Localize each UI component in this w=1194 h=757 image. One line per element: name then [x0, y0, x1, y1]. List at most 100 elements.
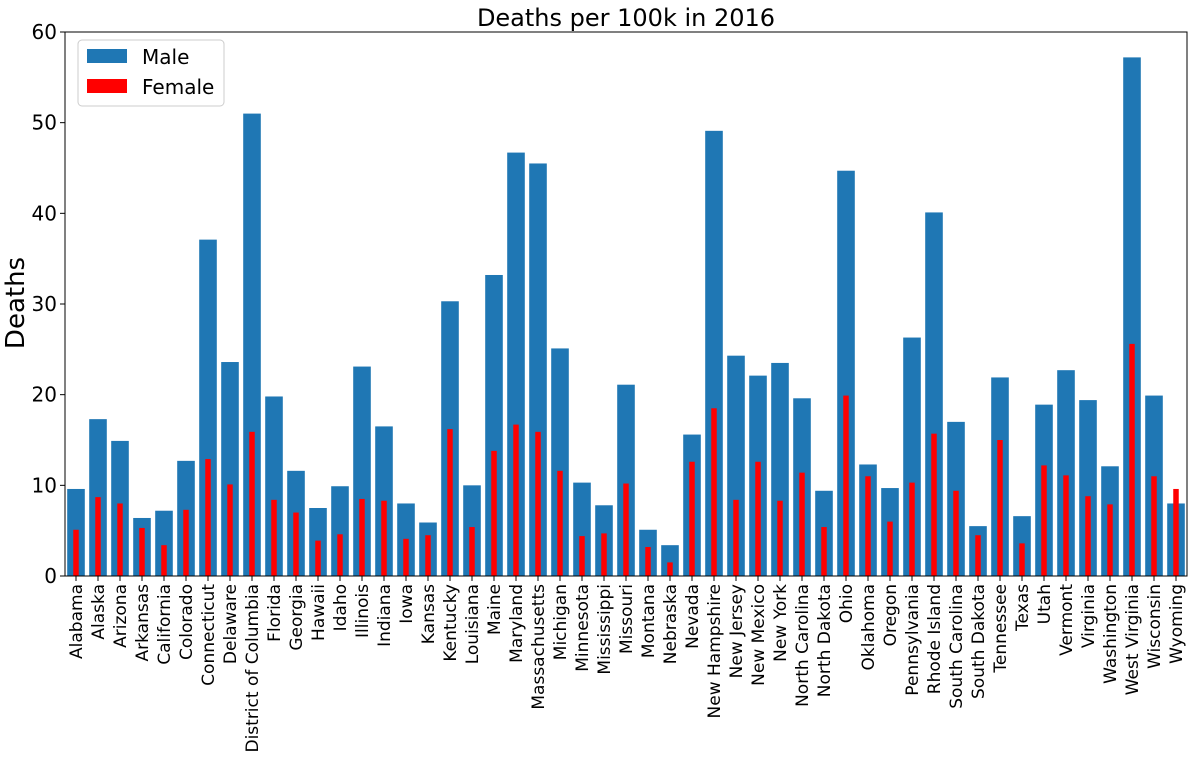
bar-male-19	[485, 274, 503, 576]
bar-female-24	[601, 533, 607, 576]
bar-female-31	[755, 461, 761, 576]
bar-female-40	[953, 490, 959, 576]
x-tick-label-15: Iowa	[397, 584, 417, 624]
bar-male-9	[265, 396, 283, 576]
bar-male-48	[1123, 57, 1141, 577]
bar-female-5	[183, 509, 189, 576]
y-tick-label-6: 60	[32, 20, 57, 44]
bar-female-28	[689, 461, 695, 576]
x-tick-label-16: Kansas	[419, 584, 439, 644]
x-tick-label-0: Alabama	[67, 584, 87, 659]
bar-female-9	[271, 499, 277, 576]
bar-female-25	[623, 483, 629, 576]
bar-male-4	[155, 510, 173, 576]
x-tick-label-36: Oklahoma	[859, 584, 879, 671]
bar-male-46	[1079, 400, 1097, 576]
y-axis-label: Deaths	[1, 257, 31, 349]
bar-male-29	[705, 130, 723, 576]
bar-male-39	[925, 212, 943, 576]
bar-female-41	[975, 535, 981, 576]
bar-female-42	[997, 440, 1003, 576]
bar-female-38	[909, 482, 915, 576]
bar-female-36	[865, 476, 871, 576]
x-tick-label-6: Connecticut	[199, 584, 219, 686]
bar-male-22	[551, 348, 569, 576]
bar-female-50	[1173, 488, 1179, 576]
x-tick-label-18: Louisiana	[463, 584, 483, 664]
bar-female-1	[95, 497, 101, 576]
legend-label-female: Female	[142, 75, 214, 99]
bar-female-27	[667, 562, 673, 576]
x-tick-label-3: Arkansas	[133, 584, 153, 662]
bar-female-22	[557, 470, 563, 576]
x-tick-label-20: Maryland	[507, 584, 527, 663]
bar-female-33	[799, 472, 805, 576]
bar-female-4	[161, 545, 167, 576]
x-tick-label-37: Oregon	[881, 584, 901, 646]
x-tick-label-39: Rhode Island	[925, 584, 945, 694]
x-tick-label-44: Utah	[1035, 584, 1055, 624]
bar-female-34	[821, 527, 827, 576]
bar-male-32	[771, 362, 789, 576]
x-tick-label-33: North Carolina	[793, 584, 813, 707]
bar-female-8	[249, 431, 255, 576]
bar-male-27	[661, 545, 679, 576]
bar-male-6	[199, 239, 217, 577]
bar-female-10	[293, 512, 299, 576]
x-tick-label-46: Virginia	[1079, 584, 1099, 648]
bar-female-39	[931, 433, 937, 576]
x-tick-label-11: Hawaii	[309, 584, 329, 641]
x-tick-label-30: New Jersey	[727, 584, 747, 678]
bar-female-21	[535, 431, 541, 576]
bar-female-17	[447, 429, 453, 576]
bar-female-15	[403, 538, 409, 576]
bar-female-3	[139, 527, 145, 576]
legend: Male Female	[77, 39, 225, 107]
x-axis-ticks: Alabama Alaska Arizona Arkansas California Co…	[67, 576, 1187, 753]
bar-male-7	[221, 362, 239, 576]
bar-female-43	[1019, 543, 1025, 576]
bar-female-16	[425, 535, 431, 576]
bar-female-19	[491, 450, 497, 576]
bar-female-37	[887, 521, 893, 576]
bar-female-11	[315, 540, 321, 576]
x-tick-label-48: West Virginia	[1123, 584, 1143, 695]
bar-female-44	[1041, 465, 1047, 576]
bar-female-48	[1129, 343, 1135, 576]
bar-female-20	[513, 424, 519, 576]
chart-title: Deaths per 100k in 2016	[477, 4, 775, 32]
bar-female-18	[469, 527, 475, 576]
bar-male-38	[903, 337, 921, 576]
bar-male-23	[573, 482, 591, 576]
x-tick-label-47: Washington	[1101, 584, 1121, 684]
bar-female-45	[1063, 475, 1069, 576]
y-tick-label-2: 20	[32, 383, 57, 407]
bar-female-0	[73, 529, 79, 576]
legend-swatch-female	[87, 79, 127, 93]
x-tick-label-31: New Mexico	[749, 584, 769, 686]
x-tick-label-23: Minnesota	[573, 584, 593, 672]
x-tick-label-35: Ohio	[837, 584, 857, 623]
bar-female-6	[205, 459, 211, 576]
bar-male-45	[1057, 370, 1075, 576]
x-tick-label-40: South Carolina	[947, 584, 967, 709]
plot-area-frame	[64, 31, 1188, 577]
bar-female-2	[117, 503, 123, 576]
bar-female-49	[1151, 476, 1157, 576]
x-tick-label-2: Arizona	[111, 584, 131, 648]
x-tick-label-10: Georgia	[287, 584, 307, 651]
bar-female-14	[381, 500, 387, 576]
x-tick-label-42: Tennessee	[991, 584, 1011, 674]
x-tick-label-38: Pennsylvania	[903, 584, 923, 696]
bar-male-8	[243, 113, 261, 576]
bar-male-30	[727, 355, 745, 576]
x-tick-label-24: Mississippi	[595, 584, 615, 675]
x-tick-label-43: Texas	[1013, 584, 1033, 632]
y-tick-label-1: 10	[32, 473, 57, 497]
x-tick-label-14: Indiana	[375, 584, 395, 647]
bar-male-21	[529, 163, 547, 576]
x-tick-label-5: Colorado	[177, 584, 197, 660]
x-tick-label-34: North Dakota	[815, 584, 835, 697]
bar-male-35	[837, 170, 855, 576]
bar-female-12	[337, 534, 343, 576]
